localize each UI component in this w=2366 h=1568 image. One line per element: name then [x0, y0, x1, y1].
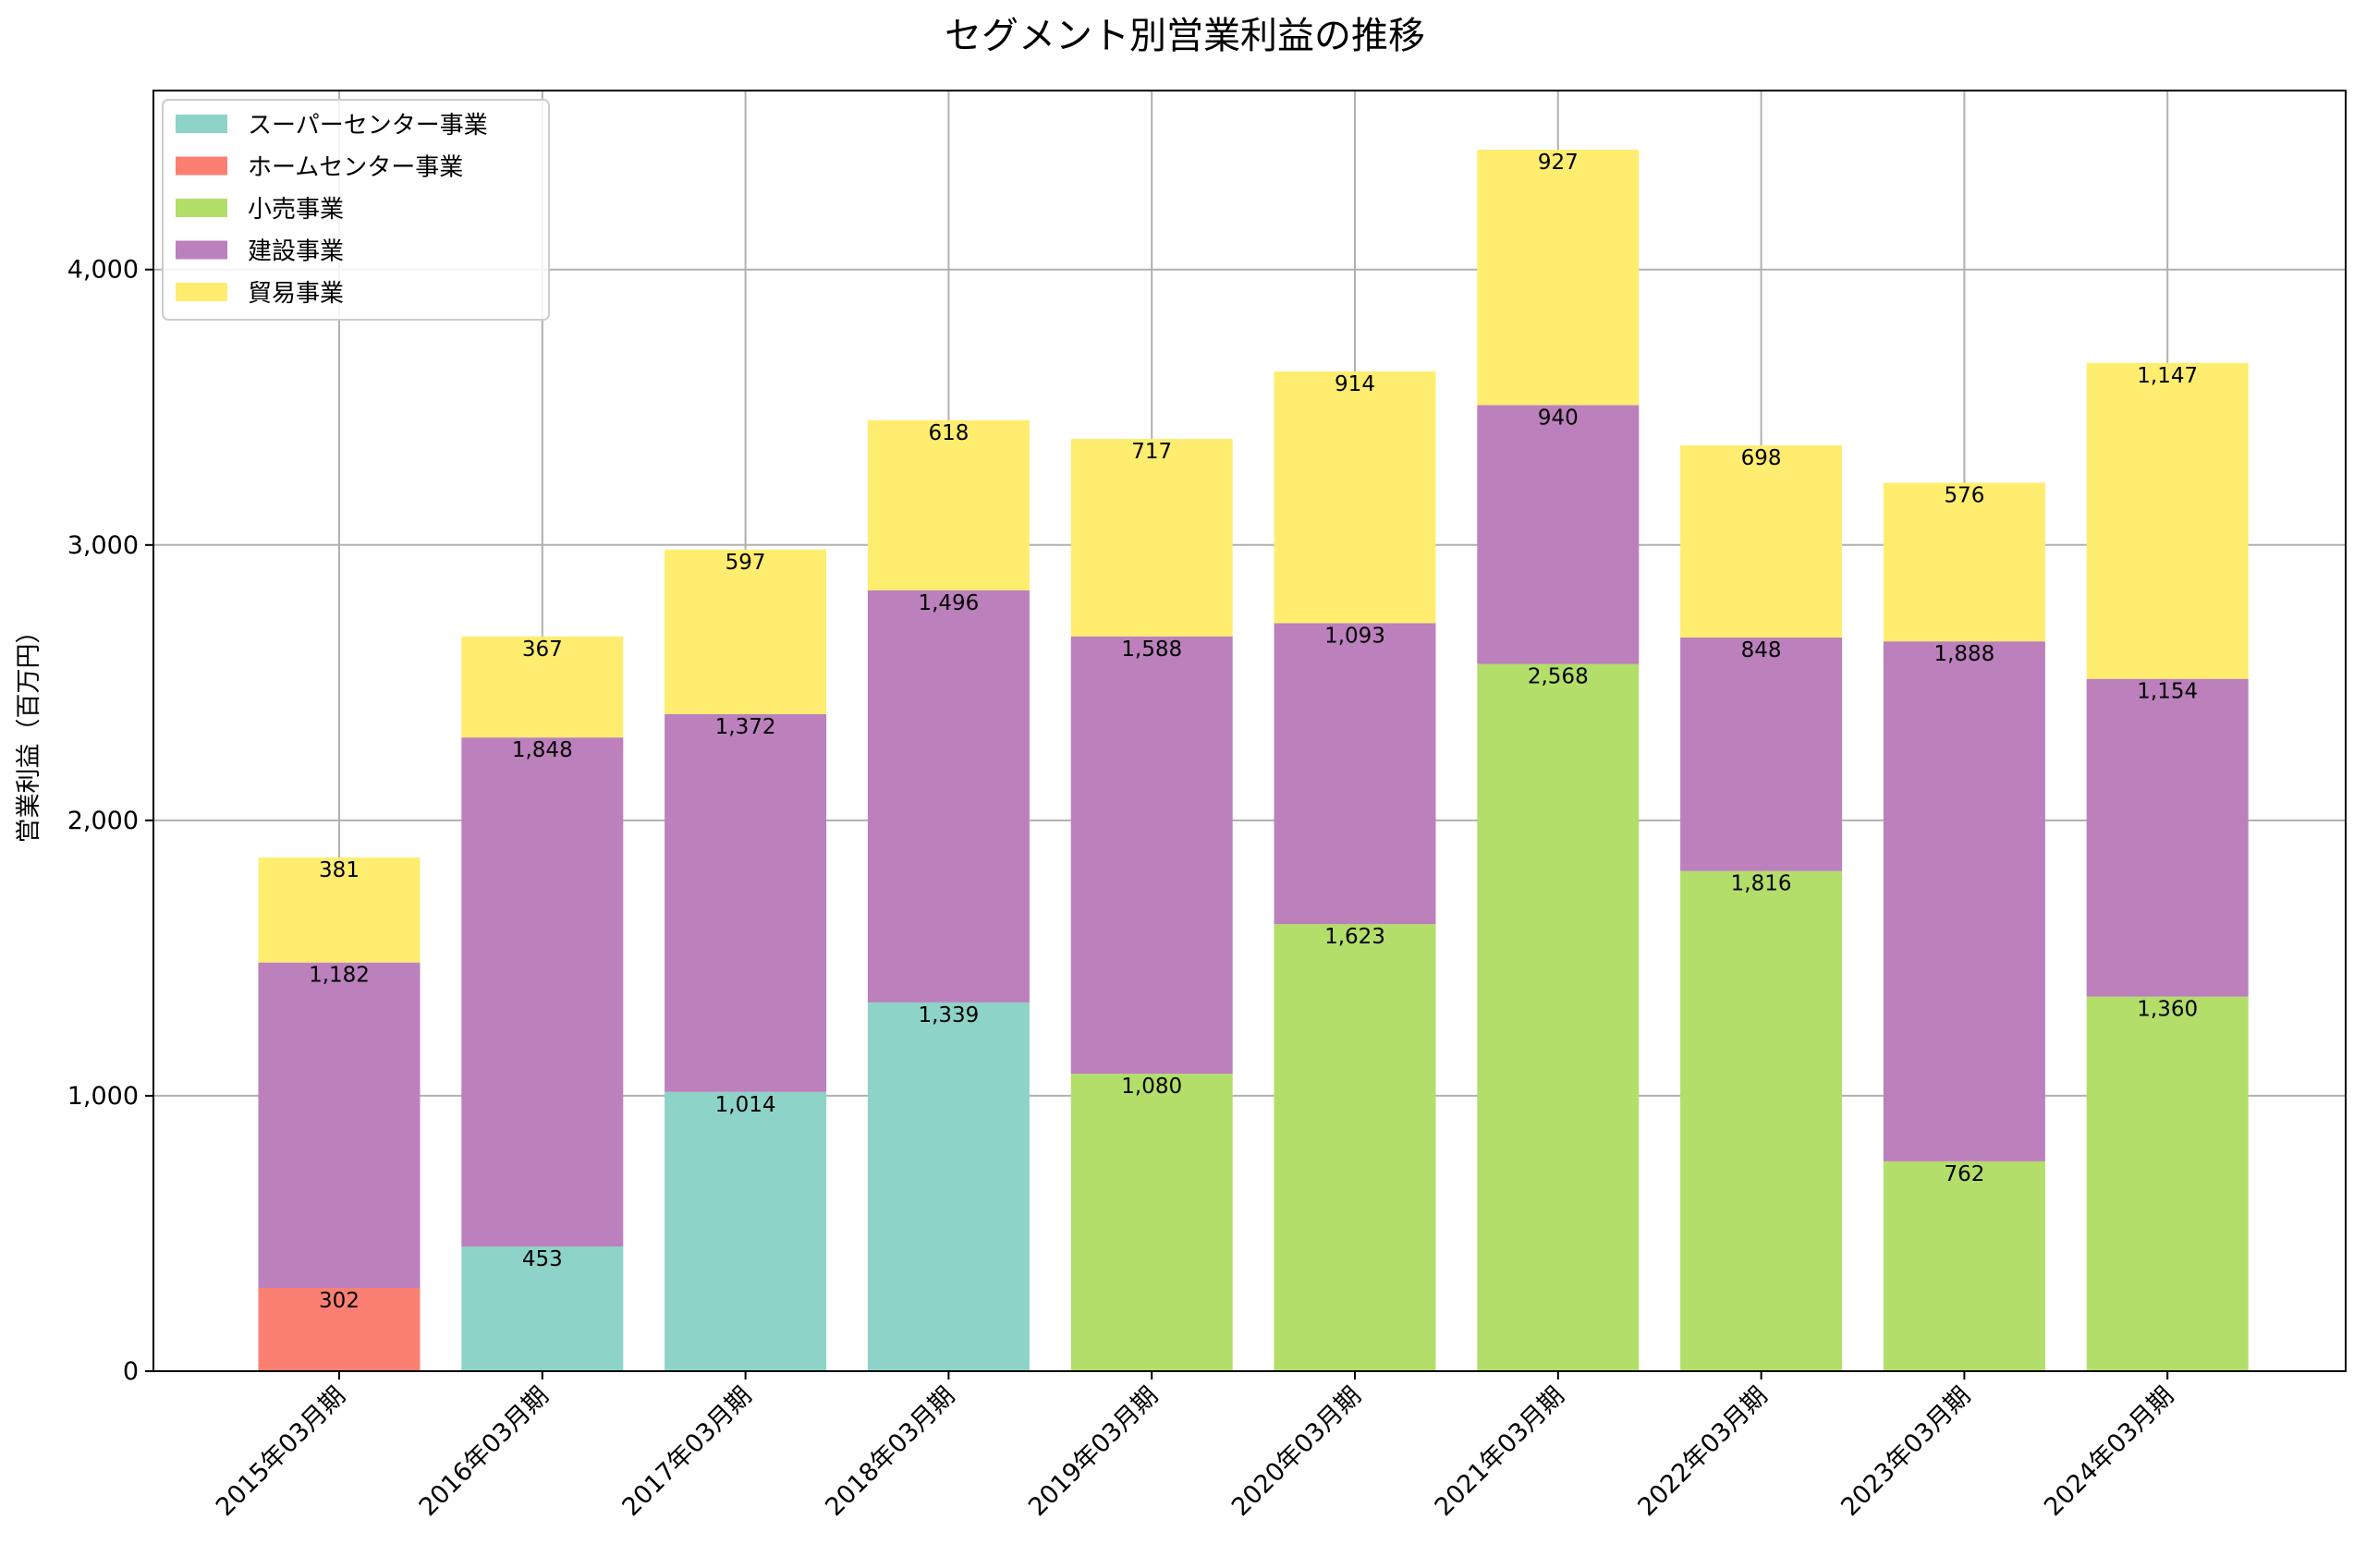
- bar-segment: [1680, 444, 1843, 638]
- data-label: 1,623: [1324, 925, 1385, 949]
- data-label: 848: [1741, 638, 1782, 662]
- bar-segment: [1274, 924, 1436, 1371]
- bars-layer: [258, 150, 2249, 1371]
- bar-segment: [1477, 150, 1640, 406]
- x-tick-label: 2022年03月期: [1632, 1381, 1773, 1522]
- bar-segment: [2086, 996, 2249, 1371]
- data-label: 597: [726, 551, 766, 575]
- x-tick-label: 2020年03月期: [1226, 1381, 1367, 1522]
- legend-swatch: [176, 283, 227, 301]
- data-label: 1,080: [1121, 1075, 1182, 1099]
- bar-segment: [1477, 405, 1640, 664]
- bar-segment: [461, 636, 624, 738]
- bar-segment: [1274, 623, 1436, 925]
- legend-swatch: [176, 240, 227, 260]
- bar-segment: [2086, 362, 2249, 679]
- data-label: 1,014: [715, 1093, 776, 1117]
- bar-segment: [1274, 371, 1436, 624]
- data-label: 1,093: [1324, 624, 1385, 648]
- bar-segment: [258, 857, 421, 963]
- legend-swatch: [176, 115, 227, 133]
- bar-segment: [665, 713, 827, 1092]
- bar-segment: [1883, 641, 2045, 1161]
- data-label: 940: [1538, 406, 1579, 430]
- data-label: 1,154: [2137, 680, 2198, 704]
- data-label: 717: [1131, 440, 1172, 464]
- legend-entry: 建設事業: [248, 238, 344, 266]
- data-label: 618: [928, 421, 969, 445]
- data-label: 1,496: [918, 591, 979, 615]
- bar-segment: [1070, 439, 1233, 637]
- legend-entry: 小売事業: [248, 196, 344, 224]
- bar-segment: [867, 419, 1030, 590]
- bar-segment: [1477, 663, 1640, 1371]
- data-label: 576: [1944, 483, 1984, 507]
- data-label: 2,568: [1528, 665, 1589, 689]
- x-tick-label: 2018年03月期: [820, 1381, 960, 1522]
- bar-segment: [2086, 678, 2249, 997]
- bar-segment: [1883, 482, 2045, 642]
- legend-entry: 貿易事業: [248, 280, 344, 308]
- x-tick-label: 2024年03月期: [2039, 1381, 2179, 1522]
- bar-segment: [665, 1091, 827, 1371]
- x-tick-label: 2016年03月期: [414, 1381, 555, 1522]
- data-label: 1,848: [512, 738, 573, 762]
- x-tick-label: 2017年03月期: [616, 1381, 757, 1522]
- bar-segment: [867, 1002, 1030, 1371]
- bar-segment: [461, 737, 624, 1246]
- x-tick-label: 2019年03月期: [1023, 1381, 1164, 1522]
- bar-segment: [665, 549, 827, 714]
- x-tick-label: 2015年03月期: [211, 1381, 351, 1522]
- y-tick-label: 3,000: [67, 531, 139, 560]
- data-label: 1,588: [1121, 638, 1182, 662]
- bar-segment: [461, 1246, 624, 1371]
- bar-segment: [1680, 870, 1843, 1371]
- data-label: 453: [522, 1247, 563, 1271]
- y-axis-label: 営業利益（百万円）: [15, 619, 43, 844]
- y-tick-label: 4,000: [67, 256, 139, 285]
- bar-segment: [258, 1287, 421, 1371]
- legend-swatch: [176, 199, 227, 217]
- bar-segment: [1680, 637, 1843, 871]
- bar-segment: [1070, 636, 1233, 1075]
- bar-segment: [867, 590, 1030, 1003]
- y-tick-label: 2,000: [67, 807, 139, 835]
- data-label: 1,372: [715, 715, 776, 739]
- bar-segment: [1070, 1074, 1233, 1371]
- data-label: 698: [1741, 446, 1782, 470]
- data-label: 1,182: [309, 964, 370, 988]
- data-label: 927: [1538, 151, 1579, 175]
- data-label: 1,816: [1731, 872, 1792, 896]
- y-tick-label: 1,000: [67, 1082, 139, 1111]
- data-label: 1,339: [918, 1003, 979, 1027]
- legend-frame: [162, 99, 550, 321]
- data-label: 367: [522, 638, 563, 662]
- legend-entry: ホームセンター事業: [248, 154, 463, 182]
- data-label: 762: [1944, 1162, 1984, 1186]
- data-label: 1,360: [2137, 998, 2198, 1022]
- legend-swatch: [176, 156, 227, 176]
- x-tick-label: 2023年03月期: [1835, 1381, 1976, 1522]
- bar-segment: [1883, 1161, 2045, 1371]
- data-label: 1,888: [1933, 642, 1994, 666]
- bar-segment: [258, 962, 421, 1288]
- chart-title: セグメント別営業利益の推移: [945, 15, 1425, 57]
- y-tick-label: 0: [123, 1357, 139, 1386]
- legend-entry: スーパーセンター事業: [248, 112, 488, 140]
- data-label: 1,147: [2137, 364, 2198, 388]
- data-label: 914: [1335, 372, 1375, 396]
- plot-frame: [152, 90, 2347, 1372]
- data-label: 302: [319, 1289, 360, 1313]
- x-tick-label: 2021年03月期: [1430, 1381, 1570, 1522]
- data-labels-layer: 302 1,182 381 453 1,848 367 1,014 1,372 597 1,339…: [309, 151, 2198, 1313]
- data-label: 381: [319, 858, 360, 882]
